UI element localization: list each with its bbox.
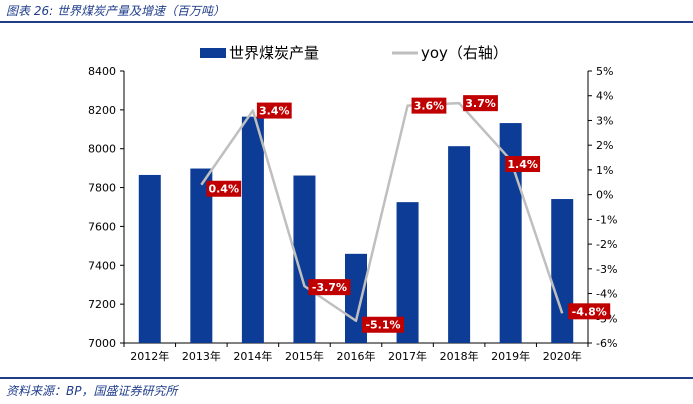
- yoy-label-box: [256, 102, 292, 119]
- production-bar: [345, 253, 367, 343]
- yoy-data-label: 1.4%: [507, 158, 538, 171]
- yoy-data-label: 3.6%: [414, 100, 445, 113]
- legend-bar-swatch: [200, 48, 226, 58]
- right-tick-label: 0%: [596, 189, 613, 202]
- x-tick-label: 2018年: [440, 349, 479, 363]
- production-bar: [241, 116, 264, 344]
- yoy-data-label: -3.7%: [312, 281, 347, 294]
- production-bar: [448, 146, 471, 343]
- right-tick-label: 1%: [596, 164, 613, 177]
- right-tick-label: -6%: [596, 337, 617, 350]
- yoy-data-label: 3.4%: [259, 105, 290, 118]
- legend-line-label: yoy（右轴）: [421, 44, 508, 62]
- yoy-label-box: [463, 95, 498, 112]
- yoy-label-box: [411, 97, 447, 114]
- yoy-data-label: -5.1%: [365, 319, 400, 332]
- production-bar: [293, 175, 316, 343]
- left-tick-label: 7000: [88, 337, 116, 350]
- right-tick-label: 3%: [596, 114, 613, 127]
- x-tick-label: 2014年: [233, 349, 272, 363]
- yoy-line: [200, 101, 564, 322]
- right-tick-label: -2%: [596, 238, 617, 251]
- x-tick-label: 2012年: [130, 349, 169, 363]
- source-note: 资料来源：BP，国盛证券研究所: [6, 384, 178, 398]
- x-tick-label: 2015年: [285, 349, 324, 363]
- yoy-data-label: 0.4%: [208, 183, 239, 196]
- top-rule: [0, 21, 693, 23]
- legend-bar-label: 世界煤炭产量: [229, 44, 319, 62]
- production-bar: [396, 202, 419, 343]
- left-tick-label: 8000: [88, 143, 116, 156]
- x-tick-label: 2013年: [182, 349, 221, 363]
- bottom-rule: [0, 377, 693, 379]
- yoy-data-label: -4.8%: [572, 305, 607, 318]
- yoy-label-box: [568, 303, 611, 320]
- yoy-data-label: 3.7%: [465, 97, 496, 110]
- x-tick-label: 2017年: [388, 349, 427, 363]
- right-tick-label: -4%: [596, 288, 617, 301]
- production-bar: [190, 168, 213, 343]
- x-tick-label: 2019年: [491, 349, 530, 363]
- x-tick-label: 2020年: [543, 349, 582, 363]
- yoy-label-box: [206, 180, 242, 197]
- left-tick-label: 7800: [88, 182, 116, 195]
- right-tick-label: 2%: [596, 139, 613, 152]
- right-tick-label: 4%: [596, 90, 613, 103]
- figure-caption: 图表 26: 世界煤炭产量及增速（百万吨）: [6, 4, 225, 18]
- left-tick-label: 8200: [88, 104, 116, 117]
- left-tick-label: 7200: [88, 298, 116, 311]
- left-tick-label: 8400: [88, 65, 116, 78]
- right-tick-label: -1%: [596, 213, 617, 226]
- right-tick-label: -3%: [596, 263, 617, 276]
- production-bar: [138, 174, 161, 343]
- right-tick-label: 5%: [596, 65, 613, 78]
- production-bar: [551, 199, 574, 343]
- left-tick-label: 7400: [88, 259, 116, 272]
- yoy-label-box: [308, 279, 351, 296]
- yoy-label-box: [505, 156, 541, 173]
- x-tick-label: 2016年: [337, 349, 376, 363]
- left-tick-label: 7600: [88, 220, 116, 233]
- yoy-label-box: [362, 316, 404, 333]
